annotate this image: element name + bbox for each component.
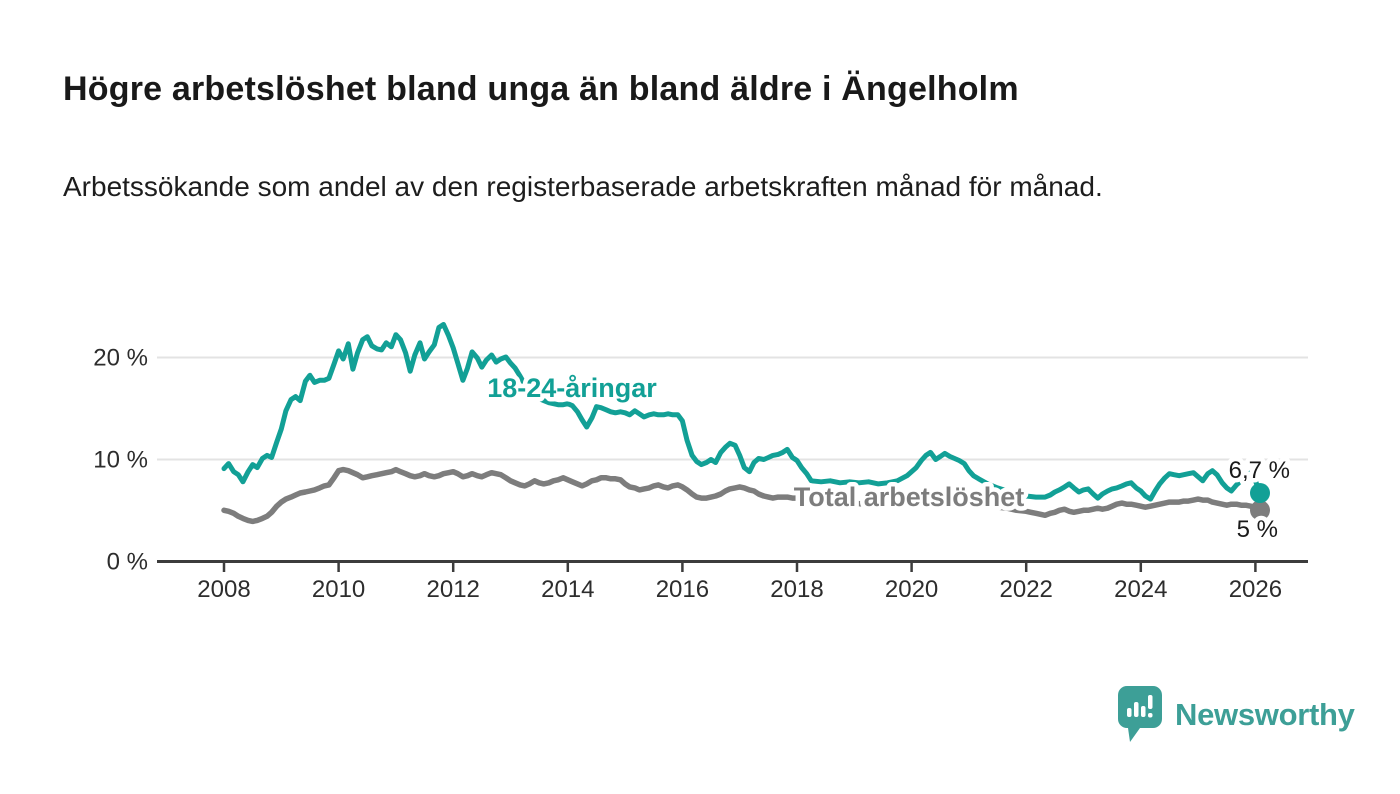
page-title: Högre arbetslöshet bland unga än bland ä… bbox=[63, 70, 1019, 108]
x-tick-label-2016: 2016 bbox=[656, 576, 709, 603]
total-end-value: 5 % bbox=[1237, 516, 1278, 543]
youth-end-dot bbox=[1250, 483, 1270, 503]
y-tick-label-10: 10 % bbox=[93, 447, 148, 474]
newsworthy-logo: Newsworthy bbox=[1118, 686, 1355, 744]
x-tick-label-2014: 2014 bbox=[541, 576, 594, 603]
youth-end-value: 6,7 % bbox=[1229, 457, 1290, 484]
x-tick-label-2026: 2026 bbox=[1229, 576, 1282, 603]
total-series-line bbox=[221, 466, 1263, 525]
total-series-label: Total arbetslöshet bbox=[794, 482, 1025, 512]
x-tick-label-2010: 2010 bbox=[312, 576, 365, 603]
x-tick-label-2024: 2024 bbox=[1114, 576, 1167, 603]
youth-series-line bbox=[221, 322, 1263, 502]
x-axis-ticks bbox=[222, 561, 1257, 572]
y-tick-label-0: 0 % bbox=[107, 549, 148, 576]
bar-chart-glyph bbox=[1127, 695, 1153, 718]
brand-name: Newsworthy bbox=[1175, 697, 1355, 732]
speech-bubble-shape bbox=[1118, 686, 1162, 742]
x-tick-label-2008: 2008 bbox=[197, 576, 250, 603]
x-tick-label-2020: 2020 bbox=[885, 576, 938, 603]
x-tick-label-2012: 2012 bbox=[427, 576, 480, 603]
chart-subtitle: Arbetssökande som andel av den registerb… bbox=[63, 171, 1103, 202]
youth-series-label: 18-24-åringar bbox=[487, 373, 657, 403]
total-end-dot bbox=[1250, 500, 1270, 521]
speech-bubble-bar-chart-icon bbox=[1118, 686, 1162, 742]
y-tick-label-20: 20 % bbox=[93, 345, 148, 372]
x-tick-label-2018: 2018 bbox=[770, 576, 823, 603]
x-tick-label-2022: 2022 bbox=[1000, 576, 1053, 603]
